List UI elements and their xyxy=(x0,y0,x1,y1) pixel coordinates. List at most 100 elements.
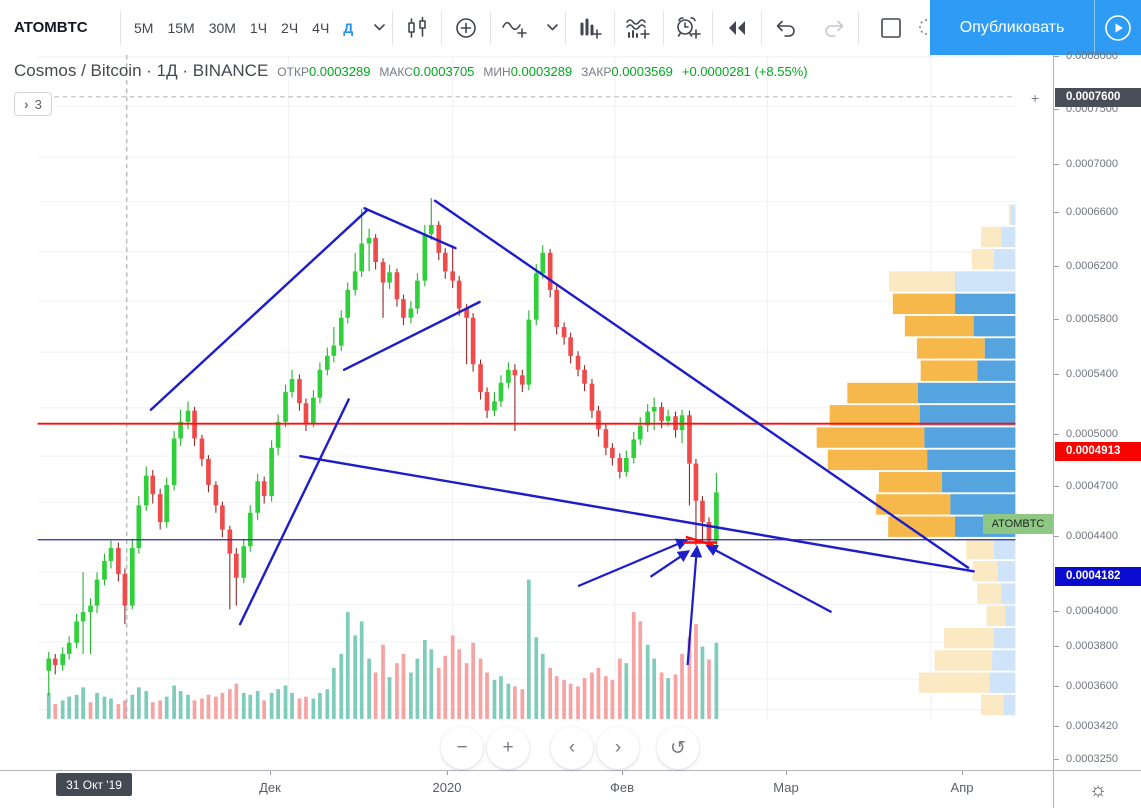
volume-profile-bar-up xyxy=(986,605,1006,627)
add-alert-plus-icon[interactable]: + xyxy=(1031,90,1040,106)
volume-profile-bar-down xyxy=(994,249,1016,270)
timeframe-1Ч[interactable]: 1Ч xyxy=(249,19,268,36)
redo-button[interactable] xyxy=(810,1,858,55)
time-axis[interactable]: 31 Окт '19 ☼ Дек 2020 Фев Мар Апр xyxy=(0,770,1141,808)
indicators-dropdown-button[interactable] xyxy=(539,1,565,55)
volume-bar xyxy=(304,696,308,719)
replay-button[interactable] xyxy=(713,1,761,55)
candle-body xyxy=(289,379,295,393)
candle-body xyxy=(136,505,142,549)
price-levels-layer[interactable] xyxy=(37,422,1016,541)
volume-bar xyxy=(694,624,698,719)
volume-bar xyxy=(95,692,99,719)
timeframe-4Ч[interactable]: 4Ч xyxy=(312,19,330,36)
timeframe-dropdown-button[interactable] xyxy=(366,1,392,55)
volume-profile-bar-up xyxy=(892,293,956,315)
undo-arrow-icon xyxy=(776,20,796,37)
volume-profile-bar-down xyxy=(919,405,1016,426)
object-tree-badge[interactable]: › 3 xyxy=(14,92,52,116)
timeframe-Д[interactable]: Д xyxy=(343,19,354,36)
toolbar-separator xyxy=(120,10,121,45)
candle-body xyxy=(568,337,573,356)
volume-bar xyxy=(645,644,650,719)
candle-body xyxy=(297,379,302,404)
price-tick-mark xyxy=(1054,536,1059,537)
indicators-button[interactable] xyxy=(491,1,539,55)
publish-play-button[interactable] xyxy=(1095,14,1141,42)
candlestick-style-icon xyxy=(408,16,427,38)
volume-bar xyxy=(158,700,163,719)
alert-button[interactable] xyxy=(664,1,712,55)
publish-button[interactable]: Опубликовать xyxy=(930,0,1141,55)
volume-profile-bar-down xyxy=(1001,583,1016,604)
screenshot-icon[interactable] xyxy=(918,18,936,36)
timeframe-5М[interactable]: 5М xyxy=(134,19,154,36)
volume-bar xyxy=(255,691,260,719)
price-axis[interactable]: 0.0008000 0.0007500 0.0007000 0.0006600 0.00… xyxy=(1053,50,1141,770)
drawings-layer[interactable] xyxy=(149,199,975,666)
candle-body xyxy=(46,658,52,671)
timeframe-15М[interactable]: 15М xyxy=(167,19,195,36)
volume-profile-bar-down xyxy=(989,672,1016,693)
price-tick-label: 0.0006200 xyxy=(1054,260,1141,272)
chart-style-button[interactable] xyxy=(393,1,441,55)
price-tick-mark xyxy=(1054,759,1059,760)
toolbar-separator xyxy=(858,10,860,45)
volume-bar xyxy=(123,700,127,719)
candle-body xyxy=(554,289,559,328)
symbol-search-button[interactable]: ATOMBTC xyxy=(14,19,88,36)
candle-body xyxy=(665,416,671,421)
price-tick-label: 0.0003250 xyxy=(1054,753,1141,765)
candle-body xyxy=(122,574,128,606)
scroll-right-button[interactable]: › xyxy=(597,727,639,769)
price-tick-mark xyxy=(1054,319,1059,320)
reset-chart-button[interactable]: ↺ xyxy=(657,727,699,769)
volume-bar xyxy=(506,683,511,719)
scroll-left-button[interactable]: ‹ xyxy=(551,727,593,769)
compare-button[interactable] xyxy=(442,1,490,55)
theme-sun-icon[interactable]: ☼ xyxy=(1088,778,1108,801)
price-tick-label: 0.0005800 xyxy=(1054,313,1141,325)
templates-button[interactable] xyxy=(615,1,663,55)
zoom-in-button[interactable]: + xyxy=(487,727,529,769)
fullscreen-icon xyxy=(881,17,902,38)
volume-bar xyxy=(297,698,302,719)
undo-button[interactable] xyxy=(762,1,810,55)
legend-symbol-title[interactable]: Cosmos / Bitcoin · 1Д · BINANCE xyxy=(14,61,269,80)
volume-profile-bar-up xyxy=(943,627,995,649)
timeframe-30М[interactable]: 30М xyxy=(208,19,236,36)
fullscreen-button[interactable] xyxy=(867,1,915,55)
templates-icon xyxy=(626,18,651,39)
volume-profile-bar-down xyxy=(942,471,1016,493)
volume-bar xyxy=(562,679,566,719)
volume-bar xyxy=(499,676,503,719)
volume-profile-bar-up xyxy=(971,249,995,270)
volume-bar xyxy=(353,635,358,719)
price-tick-mark xyxy=(1054,266,1059,267)
chart-canvas[interactable]: Cosmos / Bitcoin · 1Д · BINANCE ОТКР0.00… xyxy=(0,55,1053,770)
volume-bar xyxy=(652,658,657,719)
volume-bar xyxy=(387,677,392,719)
volume-bar xyxy=(409,672,413,719)
chart-float-controls: − + ‹ › ↺ xyxy=(0,727,1053,771)
compare-icon xyxy=(456,17,477,38)
candle-body xyxy=(442,252,448,272)
zoom-out-button[interactable]: − xyxy=(441,727,483,769)
candle-body xyxy=(116,548,121,575)
price-tick-mark xyxy=(1054,611,1059,612)
price-tick-label: 0.0006600 xyxy=(1054,206,1141,218)
candle-body xyxy=(234,553,239,578)
candle-body xyxy=(150,475,156,495)
candle-body xyxy=(261,481,267,497)
axis-corner: ☼ xyxy=(1053,771,1141,808)
volume-profile-bar-down xyxy=(1003,694,1016,716)
timeframe-2Ч[interactable]: 2Ч xyxy=(281,19,299,36)
fundamentals-button[interactable] xyxy=(566,1,614,55)
legend-open: ОТКР0.0003289 xyxy=(277,64,371,79)
price-tick-mark xyxy=(1054,164,1059,165)
candle-body xyxy=(631,439,637,458)
candle-body xyxy=(303,403,309,424)
volume-bar xyxy=(568,683,573,719)
volume-bar xyxy=(241,692,246,719)
candle-body xyxy=(520,375,525,385)
